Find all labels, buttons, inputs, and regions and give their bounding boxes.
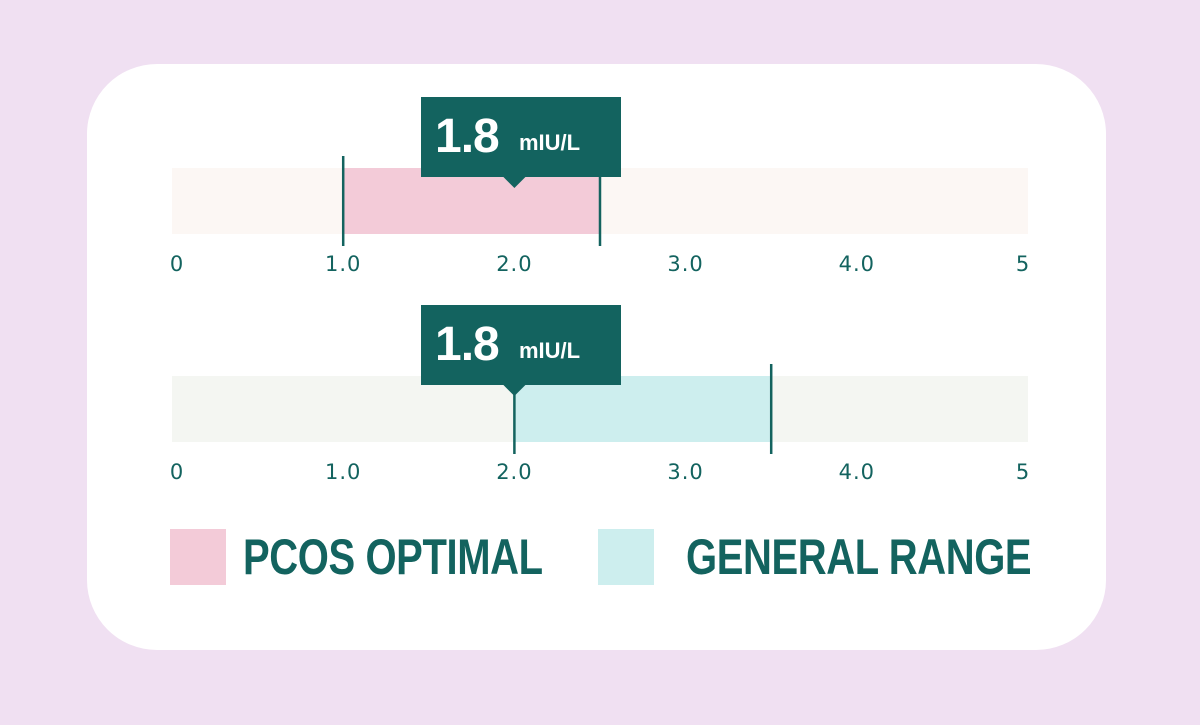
chart-2-tick-label: 2.0 xyxy=(496,460,532,484)
chart-2-marker-callout xyxy=(421,305,621,385)
chart-1-tick-label: 0 xyxy=(170,252,184,276)
chart-1-marker-callout xyxy=(421,97,621,177)
legend-swatch-general-range xyxy=(598,529,654,585)
chart-1-tick-label: 4.0 xyxy=(839,252,875,276)
chart-2-marker-value: 1.8 xyxy=(435,318,499,371)
legend-label-pcos-optimal: PCOS OPTIMAL xyxy=(243,529,543,585)
chart-2-tick-label: 3.0 xyxy=(667,460,703,484)
chart-1-tick-label: 3.0 xyxy=(667,252,703,276)
chart-2-range-bar xyxy=(514,376,772,442)
legend-label-general-range: GENERAL RANGE xyxy=(686,529,1032,585)
chart-2-tick-label: 0 xyxy=(170,460,184,484)
chart-2-tick-label: 1.0 xyxy=(325,460,361,484)
chart-2-marker-pointer xyxy=(503,385,526,396)
chart-2-tick-label: 5 xyxy=(1016,460,1030,484)
chart-1-tick-label: 5 xyxy=(1016,252,1030,276)
chart-1-tick-label: 2.0 xyxy=(496,252,532,276)
chart-1-marker-unit: mIU/L xyxy=(519,130,580,155)
legend-swatch-pcos-optimal xyxy=(170,529,226,585)
chart-2-tick-label: 4.0 xyxy=(839,460,875,484)
chart-1-marker-pointer xyxy=(503,177,526,188)
chart-2-marker-unit: mIU/L xyxy=(519,338,580,363)
chart-1-range-bar xyxy=(343,168,600,234)
chart-1-marker-value: 1.8 xyxy=(435,110,499,163)
chart-1-tick-label: 1.0 xyxy=(325,252,361,276)
